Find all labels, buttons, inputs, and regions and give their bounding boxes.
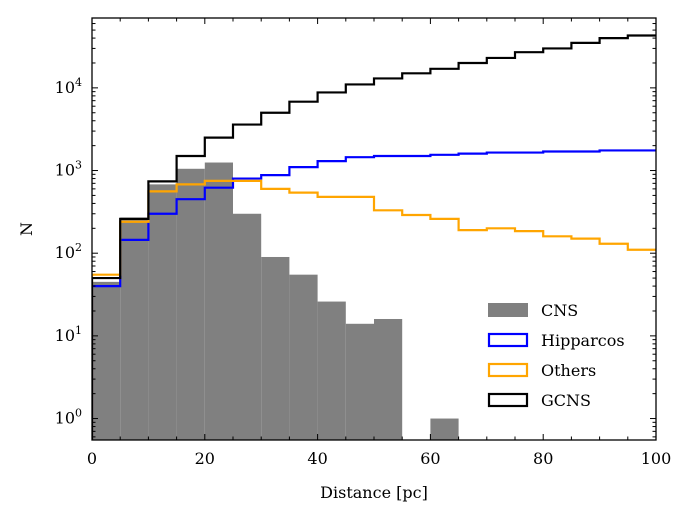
legend-label-others: Others xyxy=(541,361,596,380)
x-ticks: 0 20 40 60 80 100 xyxy=(87,18,671,468)
legend-item-gcns: GCNS xyxy=(487,391,591,410)
cns-bar xyxy=(430,418,459,440)
x-axis-label: Distance [pc] xyxy=(320,483,428,502)
cns-bar xyxy=(233,213,262,440)
legend-label-cns: CNS xyxy=(541,301,578,320)
legend-item-hipparcos: Hipparcos xyxy=(487,331,625,350)
x-tick-label: 20 xyxy=(195,449,215,468)
cns-bar xyxy=(345,323,374,440)
cns-bar xyxy=(374,318,403,440)
y-tick-label: 100 xyxy=(55,407,82,428)
x-tick-label: 0 xyxy=(87,449,97,468)
x-tick-label: 60 xyxy=(420,449,440,468)
cns-bar xyxy=(261,256,290,440)
gcns-step-line xyxy=(92,34,656,440)
y-tick-label: 101 xyxy=(55,324,82,345)
plot-area xyxy=(92,34,656,440)
y-axis-label: N xyxy=(17,222,36,236)
cns-bar xyxy=(289,274,318,440)
cns-bar xyxy=(92,281,121,440)
legend-swatch-others xyxy=(487,362,529,378)
y-tick-label: 102 xyxy=(55,241,82,262)
y-tick-label: 104 xyxy=(55,76,82,97)
cns-bar xyxy=(176,168,205,440)
others-step-line xyxy=(92,179,656,440)
y-tick-label: 103 xyxy=(55,159,82,180)
x-tick-label: 100 xyxy=(641,449,672,468)
plot-frame xyxy=(91,17,657,441)
legend-label-gcns: GCNS xyxy=(541,391,591,410)
x-tick-label: 40 xyxy=(307,449,327,468)
cns-bar xyxy=(120,217,149,440)
legend-swatch-cns xyxy=(488,303,528,317)
cns-bar xyxy=(204,162,233,440)
legend-swatch-gcns xyxy=(487,392,529,408)
legend-swatch-hipparcos xyxy=(487,332,529,348)
x-tick-label: 80 xyxy=(533,449,553,468)
hipparcos-step-line xyxy=(92,149,656,440)
legend-label-hipparcos: Hipparcos xyxy=(541,331,625,350)
cns-bar xyxy=(317,301,346,440)
legend-item-cns: CNS xyxy=(488,301,578,320)
cns-bar xyxy=(148,184,177,440)
legend-item-others: Others xyxy=(487,361,596,380)
legend: CNS Hipparcos Others GCNS xyxy=(487,301,625,410)
